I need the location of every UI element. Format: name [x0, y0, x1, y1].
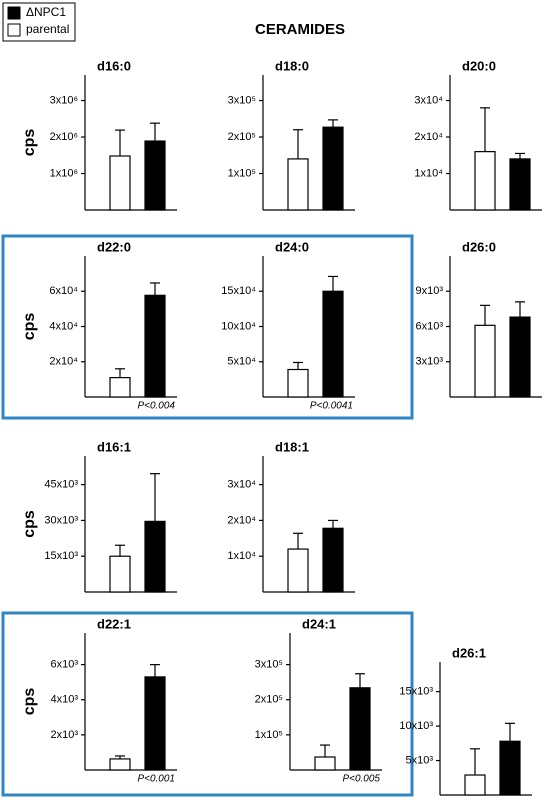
- y-tick-label: 9x10³: [415, 285, 443, 297]
- bar: [314, 756, 336, 771]
- legend-label: parental: [26, 22, 69, 36]
- panel-title: d16:1: [97, 439, 131, 454]
- bar: [144, 294, 166, 398]
- bar: [349, 687, 371, 771]
- y-axis-label: cps: [21, 510, 38, 538]
- bar: [287, 368, 309, 398]
- y-axis-label: cps: [21, 688, 38, 716]
- panel-title: d24:1: [302, 616, 336, 631]
- panel-title: d20:0: [462, 58, 496, 73]
- legend-swatch: [7, 6, 21, 20]
- bar: [474, 324, 496, 398]
- p-value: P<0.001: [137, 774, 175, 785]
- y-tick-label: 15x10³: [44, 550, 78, 562]
- y-tick-label: 45x10³: [44, 479, 78, 491]
- y-axis-label: cps: [21, 313, 38, 341]
- y-tick-label: 2x10⁵: [228, 131, 256, 143]
- p-value: P<0.004: [137, 401, 175, 412]
- y-tick-label: 2x10⁶: [50, 131, 78, 143]
- highlight-box: [1, 234, 414, 420]
- y-tick-label: 3x10⁴: [227, 479, 256, 491]
- bar: [322, 126, 344, 211]
- bar: [509, 316, 531, 398]
- bar: [144, 520, 166, 593]
- y-tick-label: 1x10⁶: [50, 167, 78, 179]
- legend-label: ΔNPC1: [26, 5, 66, 19]
- y-tick-label: 5x10⁴: [227, 356, 256, 368]
- y-tick-label: 10x10³: [399, 720, 433, 732]
- y-axis-label: cps: [21, 129, 38, 157]
- panel-title: d22:1: [97, 616, 131, 631]
- y-tick-label: 1x10⁴: [227, 550, 256, 562]
- panel-title: d18:0: [275, 58, 309, 73]
- y-tick-label: 3x10³: [415, 356, 443, 368]
- bar: [144, 140, 166, 211]
- y-tick-label: 3x10⁶: [50, 94, 78, 106]
- legend-box: [2, 2, 76, 42]
- y-tick-label: 3x10⁴: [414, 94, 443, 106]
- panel-title: d26:1: [452, 645, 486, 660]
- bar: [109, 758, 131, 771]
- y-tick-label: 3x10⁵: [228, 94, 256, 106]
- y-tick-label: 2x10⁴: [49, 356, 78, 368]
- bar: [322, 290, 344, 398]
- y-tick-label: 1x10⁵: [255, 729, 283, 741]
- y-tick-label: 15x10⁴: [221, 285, 256, 297]
- y-tick-label: 2x10⁴: [414, 131, 443, 143]
- y-tick-label: 1x10⁴: [414, 167, 443, 179]
- y-tick-label: 10x10⁴: [221, 320, 256, 332]
- panel-title: d18:1: [275, 439, 309, 454]
- bar: [109, 377, 131, 398]
- bar: [509, 158, 531, 211]
- p-value: P<0.0041: [310, 401, 353, 412]
- y-tick-label: 3x10⁵: [255, 659, 283, 671]
- y-tick-label: 5x10³: [405, 754, 433, 766]
- bar: [287, 548, 309, 593]
- bar: [474, 151, 496, 211]
- panel-title: d16:0: [97, 58, 131, 73]
- y-tick-label: 4x10⁴: [49, 320, 78, 332]
- bar: [287, 158, 309, 211]
- y-tick-label: 4x10³: [50, 694, 78, 706]
- figure-title: CERAMIDES: [255, 21, 345, 38]
- y-tick-label: 6x10³: [50, 659, 78, 671]
- y-tick-label: 2x10⁴: [227, 514, 256, 526]
- bar: [109, 555, 131, 593]
- y-tick-label: 1x10⁵: [228, 167, 256, 179]
- y-tick-label: 2x10³: [50, 729, 78, 741]
- panel-title: d22:0: [97, 239, 131, 254]
- panel-title: d26:0: [462, 239, 496, 254]
- panel-title: d24:0: [275, 239, 309, 254]
- p-value: P<0.005: [342, 774, 380, 785]
- y-tick-label: 6x10⁴: [49, 285, 78, 297]
- y-tick-label: 6x10³: [415, 320, 443, 332]
- highlight-box: [1, 611, 414, 797]
- bar: [499, 740, 521, 796]
- bar: [322, 527, 344, 593]
- y-tick-label: 15x10³: [399, 686, 433, 698]
- bar: [109, 155, 131, 211]
- bar: [144, 676, 166, 771]
- y-tick-label: 2x10⁵: [255, 694, 283, 706]
- bar: [464, 774, 486, 796]
- legend-swatch: [7, 23, 21, 37]
- y-tick-label: 30x10³: [44, 514, 78, 526]
